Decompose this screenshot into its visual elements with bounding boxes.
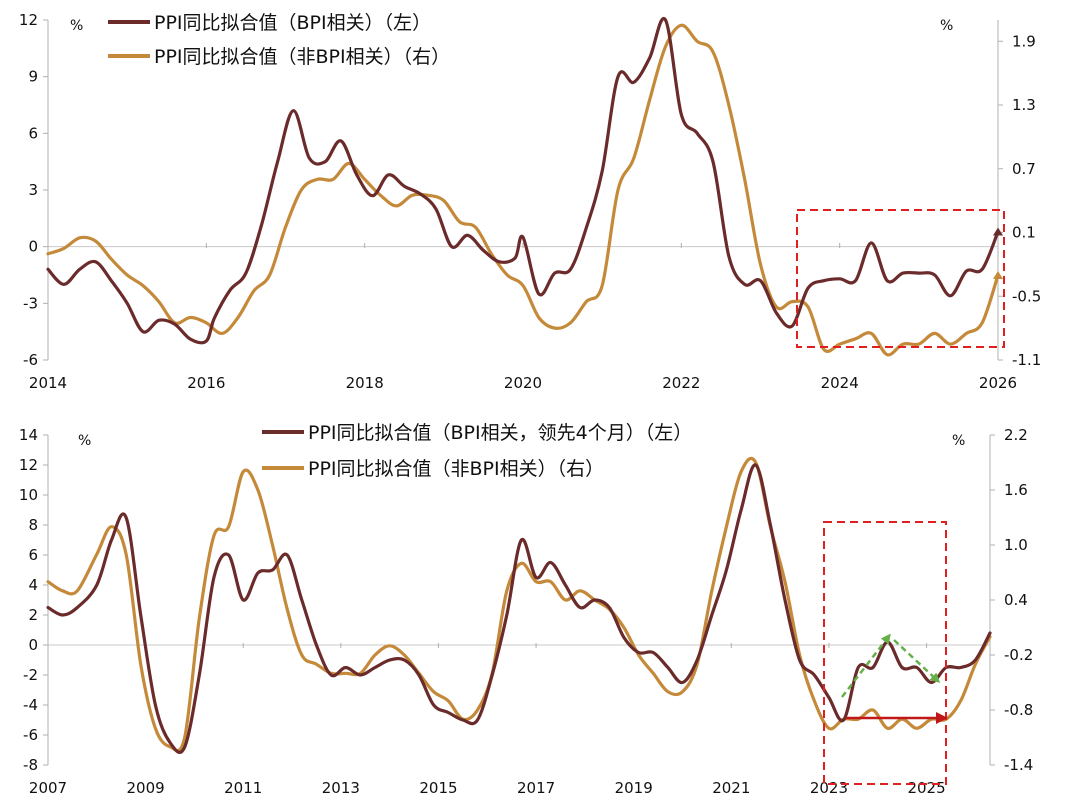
left-tick-label: -6 bbox=[23, 726, 38, 744]
legend-label: PPI同比拟合值（非BPI相关）（右） bbox=[154, 46, 450, 68]
left-tick-label: -6 bbox=[23, 351, 38, 369]
end-arrow-non-bpi bbox=[993, 271, 1003, 279]
right-tick-label: 1.3 bbox=[1012, 96, 1036, 114]
legend-label: PPI同比拟合值（非BPI相关）（右） bbox=[308, 458, 604, 480]
chart-top: -6 -3 0 3 6 9 12 -1.1 -0.5 0.1 0.7 1.3 1.9 2014 2016 20… bbox=[19, 11, 1041, 392]
right-tick-label: -1.1 bbox=[1012, 351, 1041, 369]
legend-label: PPI同比拟合值（BPI相关，领先4个月）（左） bbox=[308, 422, 692, 444]
left-unit-label: % bbox=[70, 18, 83, 34]
right-tick-label: 1.6 bbox=[1004, 481, 1028, 499]
left-tick-label: 12 bbox=[19, 456, 38, 474]
right-unit-label: % bbox=[952, 433, 965, 449]
left-tick-label: 10 bbox=[19, 486, 38, 504]
left-tick-label: 0 bbox=[28, 238, 38, 256]
left-tick-label: -4 bbox=[23, 696, 38, 714]
right-tick-label: -0.8 bbox=[1004, 701, 1033, 719]
right-tick-label: -1.4 bbox=[1004, 756, 1033, 774]
series-line-bpi bbox=[46, 463, 992, 754]
x-tick-label: 2021 bbox=[712, 779, 750, 797]
left-tick-label: 4 bbox=[28, 576, 38, 594]
x-tick-label: 2026 bbox=[979, 374, 1017, 392]
x-tick-label: 2024 bbox=[821, 374, 859, 392]
right-tick-label: 1.9 bbox=[1012, 32, 1036, 50]
left-tick-label: 8 bbox=[28, 516, 38, 534]
right-tick-label: 0.7 bbox=[1012, 160, 1036, 178]
green-arrow-up bbox=[841, 633, 891, 698]
x-tick-label: 2015 bbox=[419, 779, 457, 797]
x-tick-label: 2013 bbox=[322, 779, 360, 797]
series-line-non-bpi bbox=[46, 23, 1000, 357]
left-tick-label: -8 bbox=[23, 756, 38, 774]
chart-bottom: -8 -6 -4 -2 0 2 4 6 8 10 12 14 -1.4 -0.8 -0.2 0.4 1.0 1.6… bbox=[19, 422, 1033, 797]
x-tick-label: 2019 bbox=[615, 779, 653, 797]
right-unit-label: % bbox=[940, 18, 953, 34]
x-tick-label: 2020 bbox=[504, 374, 542, 392]
left-tick-label: 3 bbox=[28, 181, 38, 199]
left-tick-label: 6 bbox=[28, 546, 38, 564]
left-tick-label: 0 bbox=[28, 636, 38, 654]
end-arrow-bpi bbox=[993, 227, 1003, 236]
x-tick-label: 2016 bbox=[187, 374, 225, 392]
x-tick-label: 2017 bbox=[517, 779, 555, 797]
left-tick-label: -2 bbox=[23, 666, 38, 684]
x-tick-label: 2007 bbox=[29, 779, 67, 797]
left-tick-label: 9 bbox=[28, 68, 38, 86]
x-tick-label: 2023 bbox=[810, 779, 848, 797]
x-tick-label: 2025 bbox=[907, 779, 945, 797]
legend-label: PPI同比拟合值（BPI相关）（左） bbox=[154, 12, 431, 34]
right-tick-label: -0.2 bbox=[1004, 646, 1033, 664]
left-tick-label: 2 bbox=[28, 606, 38, 624]
highlight-box bbox=[796, 209, 1005, 348]
left-tick-label: -3 bbox=[23, 294, 38, 312]
highlight-box bbox=[823, 521, 947, 785]
right-tick-label: 0.1 bbox=[1012, 224, 1036, 242]
green-arrow-down bbox=[893, 639, 941, 684]
x-tick-label: 2011 bbox=[224, 779, 262, 797]
right-tick-label: 0.4 bbox=[1004, 591, 1028, 609]
left-unit-label: % bbox=[78, 433, 91, 449]
right-tick-label: -0.5 bbox=[1012, 287, 1041, 305]
right-tick-label: 1.0 bbox=[1004, 536, 1028, 554]
left-tick-label: 6 bbox=[28, 124, 38, 142]
x-tick-label: 2022 bbox=[662, 374, 700, 392]
series-line-bpi bbox=[46, 16, 1000, 345]
left-tick-label: 12 bbox=[19, 11, 38, 29]
right-tick-label: 2.2 bbox=[1004, 426, 1028, 444]
x-tick-label: 2014 bbox=[29, 374, 67, 392]
left-tick-label: 14 bbox=[19, 426, 38, 444]
x-tick-label: 2018 bbox=[346, 374, 384, 392]
x-tick-label: 2009 bbox=[127, 779, 165, 797]
